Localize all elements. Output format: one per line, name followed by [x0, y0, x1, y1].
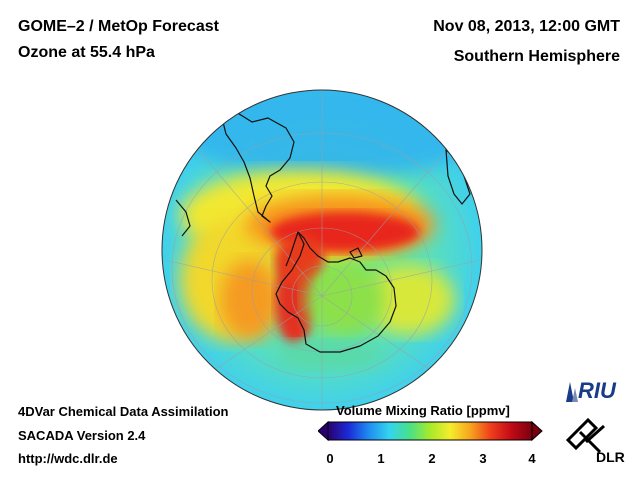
region-label: Southern Hemisphere [453, 48, 620, 65]
colorbar-min-arrow [318, 420, 329, 442]
globe-disc [162, 90, 482, 410]
colorbar-max-arrow [531, 420, 543, 442]
globe-outline [161, 89, 483, 411]
riu-logo: RIU [562, 372, 628, 409]
dlr-logo-text: DLR [596, 449, 625, 465]
colorbar-title: Volume Mixing Ratio [ppmv] [336, 403, 510, 418]
title-line-1: GOME–2 / MetOp Forecast [18, 18, 219, 35]
colorbar-tick-2: 2 [428, 451, 436, 466]
colorbar-tick-1: 1 [377, 451, 385, 466]
colorbar-tick-4: 4 [528, 451, 536, 466]
colorbar-tick-3: 3 [479, 451, 487, 466]
riu-logo-text: RIU [578, 378, 617, 403]
colorbar-tick-0: 0 [326, 451, 334, 466]
graticule [164, 90, 481, 410]
footer-line-1: 4DVar Chemical Data Assimilation [18, 404, 229, 419]
footer-url[interactable]: http://wdc.dlr.de [18, 451, 118, 466]
colorbar [318, 420, 543, 442]
title-line-2: Ozone at 55.4 hPa [18, 44, 155, 61]
footer-line-2: SACADA Version 2.4 [18, 428, 146, 443]
dlr-logo: DLR [560, 412, 626, 471]
colorbar-gradient [327, 421, 533, 441]
date-label: Nov 08, 2013, 12:00 GMT [433, 18, 620, 35]
